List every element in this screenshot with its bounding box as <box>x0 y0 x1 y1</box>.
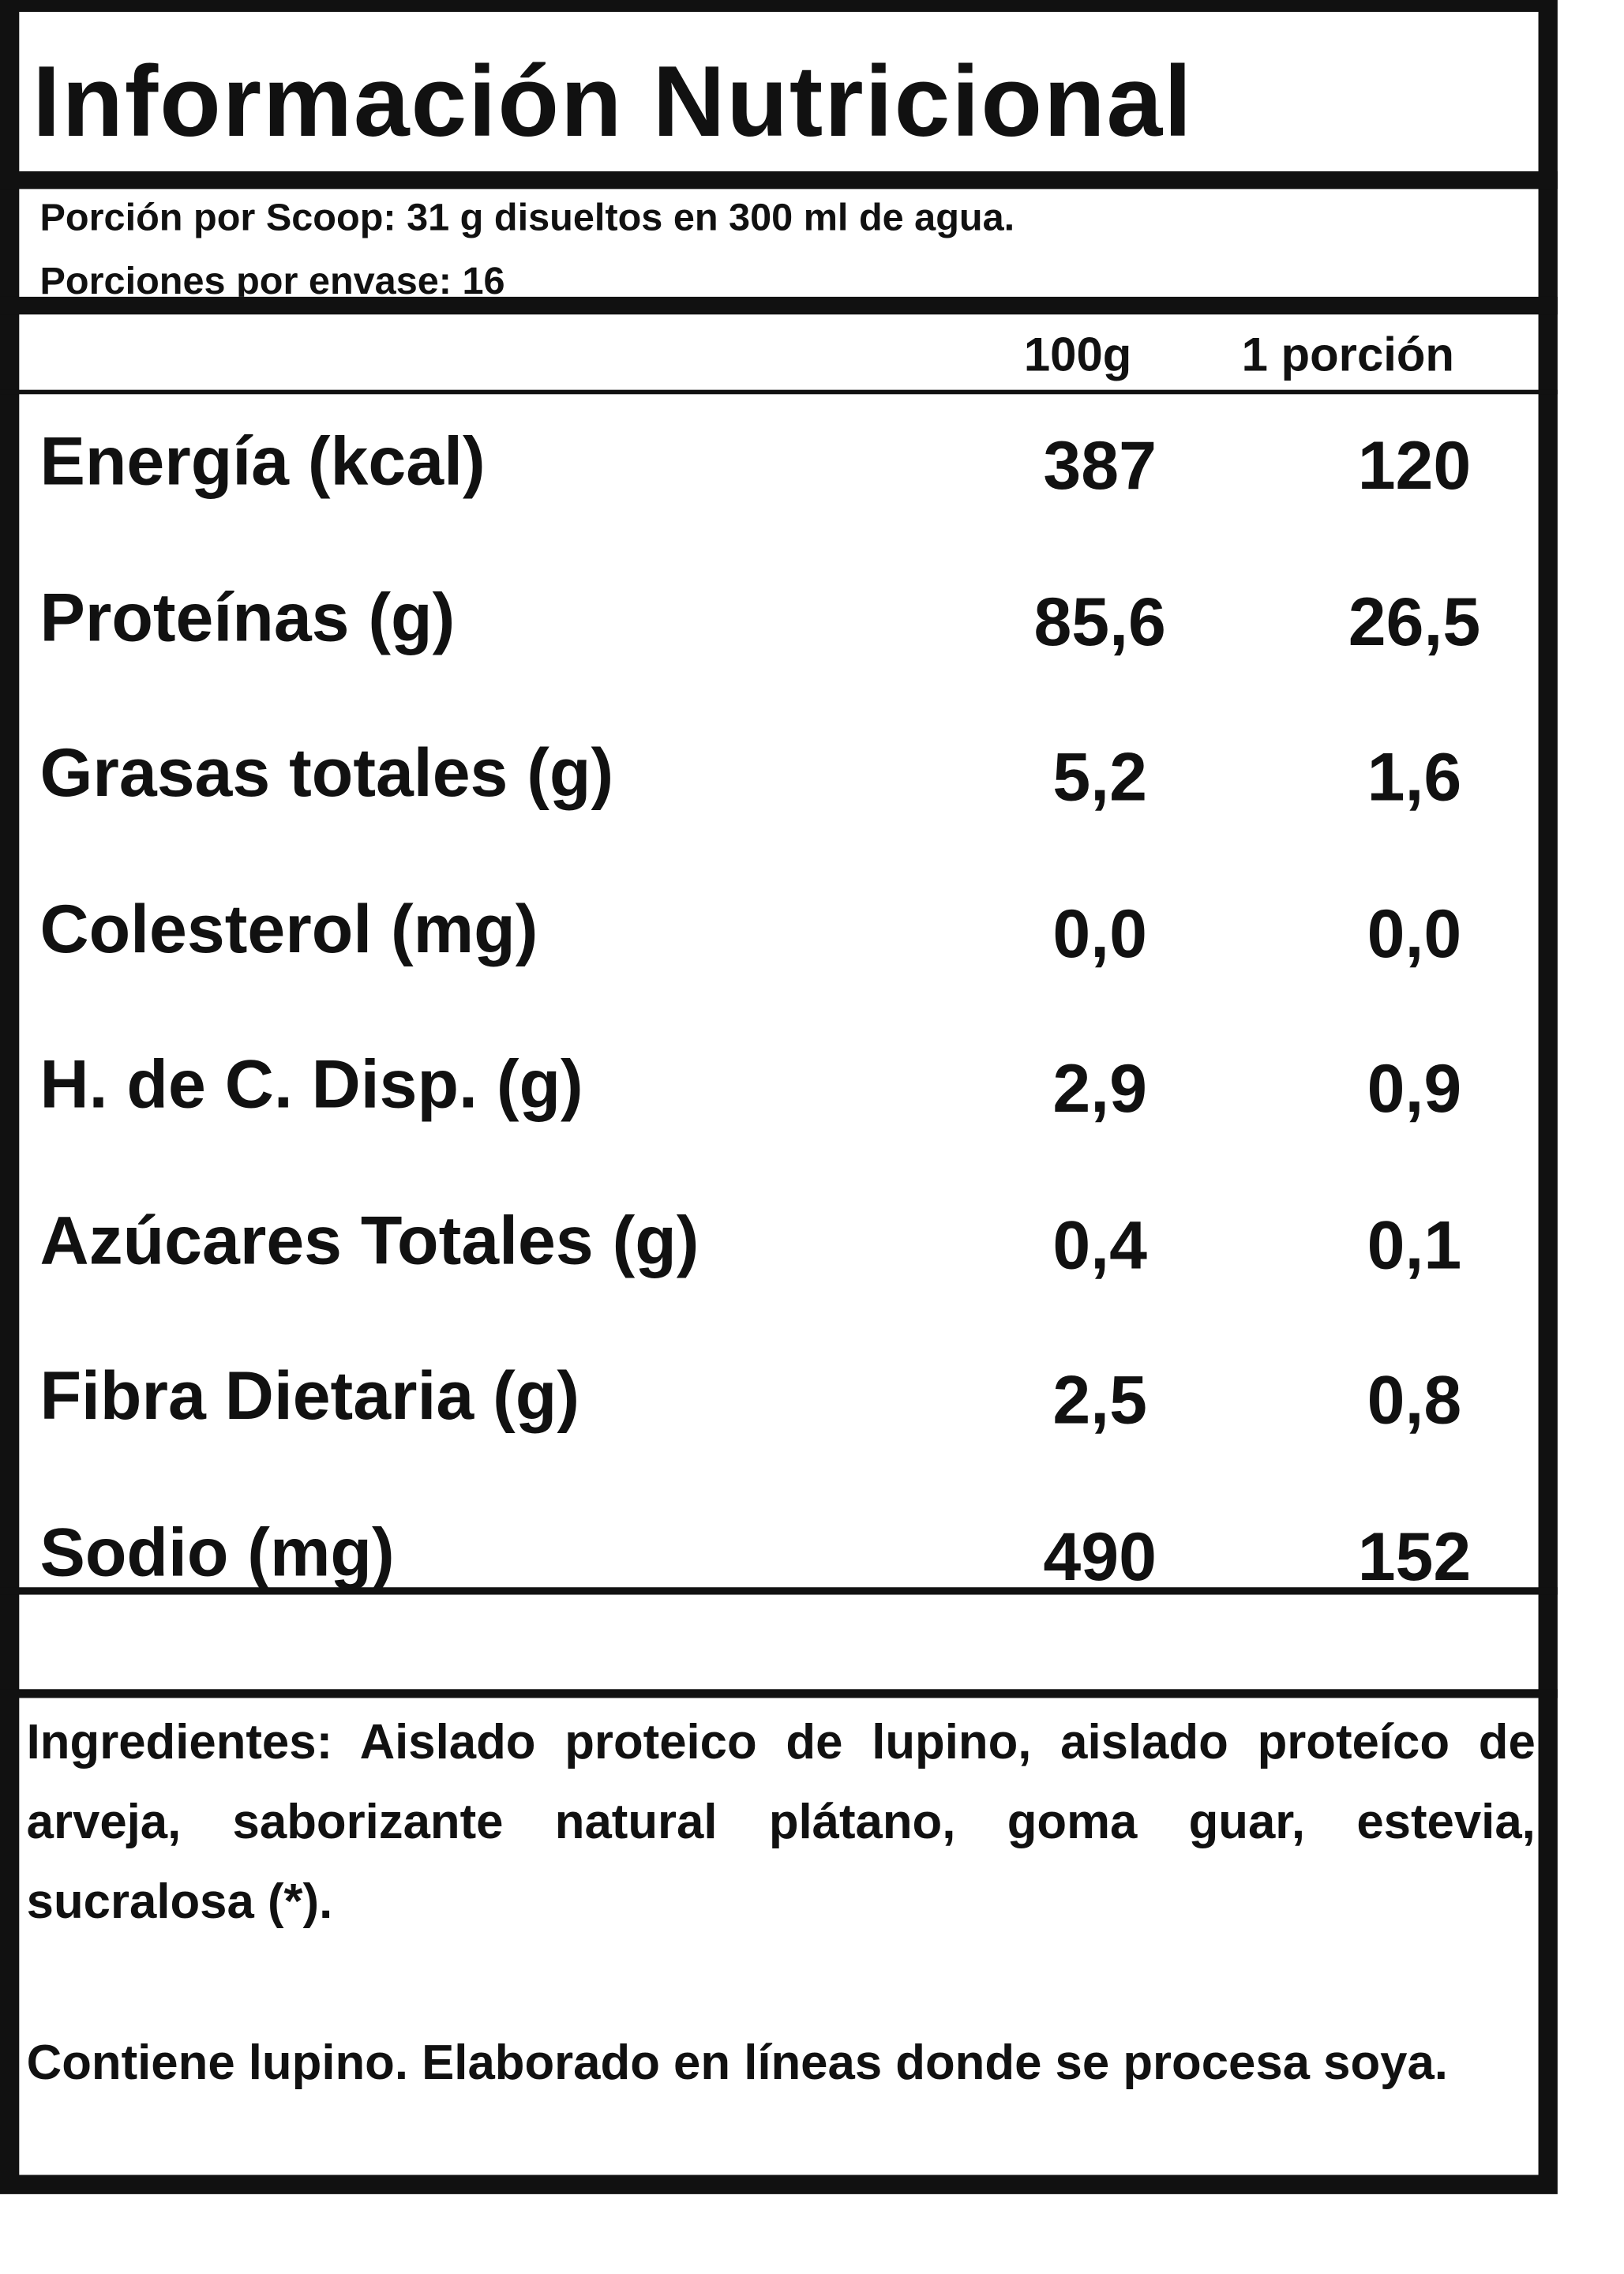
nutrient-value: 1,6 <box>1367 738 1462 816</box>
nutrient-value: 0,8 <box>1367 1361 1462 1439</box>
divider <box>0 1587 1558 1595</box>
serving-size: Porción por Scoop: 31 g disueltos en 300… <box>39 194 1015 239</box>
nutrient-label: Colesterol (mg) <box>39 889 538 966</box>
nutrient-label: Energía (kcal) <box>39 422 486 500</box>
nutrient-label: Sodio (mg) <box>39 1512 395 1590</box>
nutrient-label: Proteínas (g) <box>39 578 456 655</box>
nutrient-value: 2,5 <box>1052 1361 1147 1439</box>
divider <box>0 296 1558 315</box>
column-header: 100g <box>1023 328 1132 381</box>
nutrient-value: 0,1 <box>1367 1205 1462 1283</box>
servings-per-container: Porciones por envase: 16 <box>39 258 505 297</box>
allergen-note: Contiene lupino. Elaborado en líneas don… <box>26 2034 1448 2090</box>
nutrient-label: H. de C. Disp. (g) <box>39 1045 583 1123</box>
nutrient-label: Azúcares Totales (g) <box>39 1201 699 1278</box>
nutrient-label: Grasas totales (g) <box>39 734 614 811</box>
column-header: 1 porción <box>1241 328 1454 381</box>
nutrient-value: 387 <box>1043 426 1157 504</box>
nutrient-value: 0,4 <box>1052 1205 1147 1283</box>
nutrient-value: 120 <box>1357 426 1472 504</box>
nutrient-value: 5,2 <box>1052 738 1147 816</box>
title: Información Nutricional <box>32 45 1194 159</box>
nutrient-value: 490 <box>1043 1517 1157 1594</box>
nutrient-value: 85,6 <box>1033 582 1166 659</box>
divider <box>0 389 1558 395</box>
nutrient-value: 26,5 <box>1348 582 1481 659</box>
nutrient-value: 0,9 <box>1367 1049 1462 1127</box>
nutrient-value: 0,0 <box>1052 894 1147 971</box>
nutrient-label: Fibra Dietaria (g) <box>39 1357 580 1434</box>
divider <box>0 1689 1558 1698</box>
nutrient-value: 2,9 <box>1052 1049 1147 1127</box>
ingredients: Ingredientes: Aislado proteico de lupino… <box>26 1714 1536 1929</box>
outer-border <box>0 0 1558 2194</box>
nutrient-value: 152 <box>1357 1517 1472 1594</box>
nutrient-value: 0,0 <box>1367 894 1462 971</box>
divider <box>0 171 1558 190</box>
